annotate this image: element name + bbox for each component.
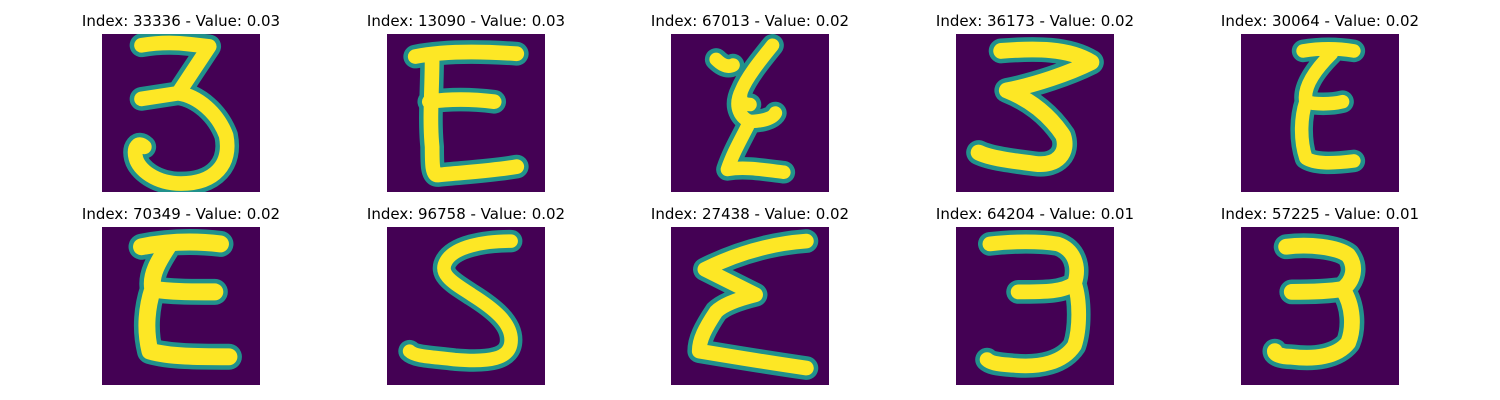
panel-title: Index: 30064 - Value: 0.02 — [1220, 12, 1420, 30]
panel-title: Index: 57225 - Value: 0.01 — [1220, 205, 1420, 223]
panel-title: Index: 33336 - Value: 0.03 — [81, 12, 281, 30]
digit-image — [1241, 227, 1399, 385]
panel-title: Index: 96758 - Value: 0.02 — [366, 205, 566, 223]
digit-image — [102, 34, 260, 192]
digit-image — [387, 227, 545, 385]
panel-title: Index: 64204 - Value: 0.01 — [935, 205, 1135, 223]
panel-title: Index: 27438 - Value: 0.02 — [650, 205, 850, 223]
digit-image — [956, 227, 1114, 385]
panel-title: Index: 36173 - Value: 0.02 — [935, 12, 1135, 30]
digit-image — [1241, 34, 1399, 192]
panel-title: Index: 13090 - Value: 0.03 — [366, 12, 566, 30]
digit-image — [102, 227, 260, 385]
digit-image — [387, 34, 545, 192]
panel-title: Index: 70349 - Value: 0.02 — [81, 205, 281, 223]
digit-image — [671, 227, 829, 385]
panel-title: Index: 67013 - Value: 0.02 — [650, 12, 850, 30]
digit-image — [956, 34, 1114, 192]
digit-image — [671, 34, 829, 192]
